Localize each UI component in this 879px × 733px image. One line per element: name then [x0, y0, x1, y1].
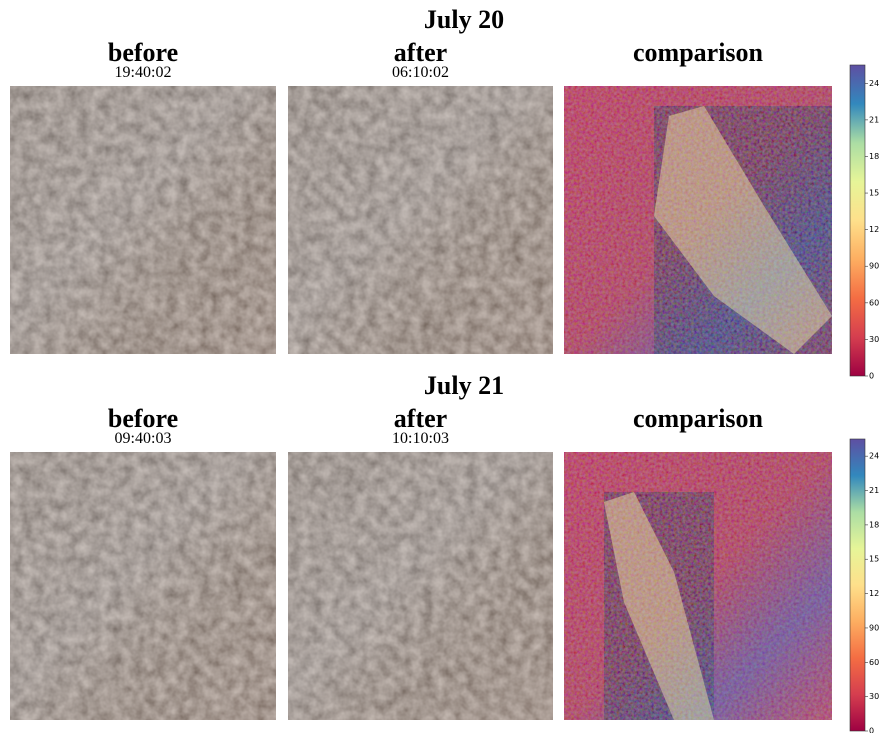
photo: [288, 86, 553, 354]
change-region: [604, 492, 714, 720]
timestamp: 09:40:03: [115, 430, 172, 447]
photo: [288, 452, 553, 720]
column-heading: before: [108, 404, 178, 433]
timestamp: 19:40:02: [115, 64, 172, 81]
colorbar-tick-label: 180: [869, 152, 879, 161]
column-heading: comparison: [633, 38, 764, 67]
image-area: [10, 452, 276, 720]
timestamp: 06:10:02: [392, 64, 449, 81]
colorbar-tick-label: 30: [869, 335, 879, 344]
colorbar-tick-label: 150: [869, 189, 879, 198]
colorbar-tick-label: 240: [869, 452, 879, 461]
colorbar-tick-label: 0: [869, 372, 874, 381]
image-area: [288, 86, 553, 354]
colorbar-tick-label: 240: [869, 79, 879, 88]
image-area: [288, 452, 553, 720]
colorbar-tick-label: 90: [869, 262, 879, 271]
colorbar-tick-label: 120: [869, 225, 879, 234]
colorbar-tick-label: 210: [869, 115, 879, 124]
column-heading: comparison: [633, 404, 764, 433]
change-region: [654, 106, 832, 354]
colorbar-tick-label: 60: [869, 298, 879, 307]
photo: [10, 452, 276, 720]
colorbar-tick-label: 180: [869, 520, 879, 529]
colorbar-tick-label: 120: [869, 589, 879, 598]
comparison-map: [564, 452, 832, 720]
colorbar-tick-label: 90: [869, 623, 879, 632]
image-area: [10, 86, 276, 354]
panel-title: July 21: [424, 371, 504, 400]
panel-title: July 20: [424, 5, 504, 34]
timestamp: 10:10:03: [392, 430, 449, 447]
colorbar-tick-label: 30: [869, 692, 879, 701]
comparison-map: [564, 86, 832, 354]
column-heading: after: [394, 404, 447, 433]
column-heading: after: [394, 38, 447, 67]
colorbar-tick-label: 0: [869, 727, 874, 733]
column-heading: before: [108, 38, 178, 67]
colorbar-tick-label: 150: [869, 555, 879, 564]
colorbar-tick-label: 210: [869, 486, 879, 495]
colorbar-tick-label: 60: [869, 658, 879, 667]
photo: [10, 86, 276, 354]
colorbar: [849, 64, 866, 377]
colorbar: [849, 438, 866, 732]
